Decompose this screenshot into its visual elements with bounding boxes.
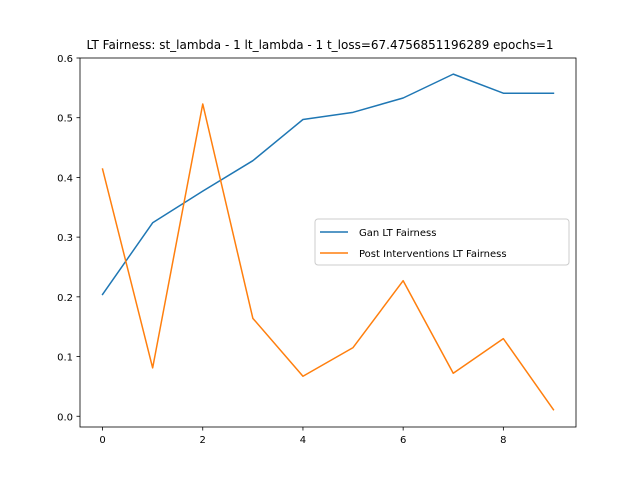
y-tick-label: 0.1 xyxy=(57,353,73,364)
y-tick-label: 0.5 xyxy=(57,114,73,125)
y-tick-label: 0.2 xyxy=(57,293,73,304)
series-line-1 xyxy=(101,73,555,296)
x-tick-label: 0 xyxy=(99,435,105,446)
y-axis: 0.0 0.1 0.2 0.3 0.4 0.5 0.6 xyxy=(57,54,80,423)
y-tick-label: 0.3 xyxy=(57,233,73,244)
y-tick-label: 0.0 xyxy=(57,412,73,423)
x-tick-label: 4 xyxy=(300,435,306,446)
series-layer xyxy=(101,73,555,411)
legend: Gan LT Fairness Post Interventions LT Fai… xyxy=(314,218,570,266)
x-tick-label: 6 xyxy=(400,435,406,446)
chart-title: LT Fairness: st_lambda - 1 lt_lambda - 1… xyxy=(86,38,553,52)
x-tick-label: 8 xyxy=(500,435,506,446)
x-axis: 0 2 4 6 8 xyxy=(99,427,507,446)
legend-label-2: Post Interventions LT Fairness xyxy=(359,249,507,260)
x-tick-label: 2 xyxy=(200,435,206,446)
legend-box xyxy=(314,218,570,266)
legend-label-1: Gan LT Fairness xyxy=(359,228,436,239)
y-tick-label: 0.4 xyxy=(57,173,73,184)
series-line-2 xyxy=(101,103,555,411)
plot-frame xyxy=(79,57,577,428)
y-tick-label: 0.6 xyxy=(57,54,73,65)
